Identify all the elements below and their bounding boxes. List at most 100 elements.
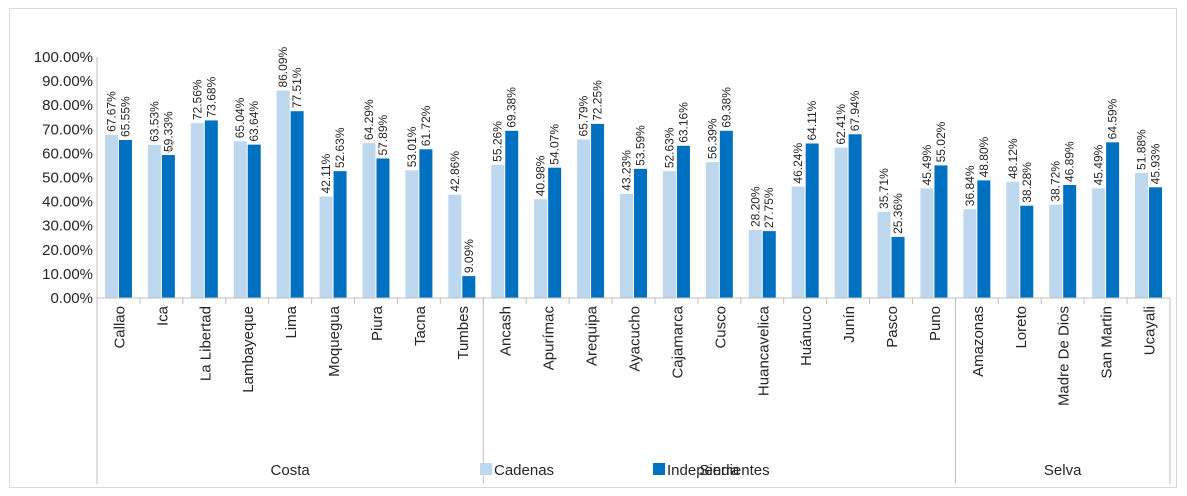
x-tick-label: Pasco: [884, 306, 901, 348]
data-label: 45.49%: [920, 144, 934, 185]
y-axis: 0.00% 10.00% 20.00% 30.00% 40.00% 50.00% 60.00…: [34, 49, 93, 307]
bar-cadenas: [1092, 188, 1106, 298]
x-axis: Callao Ica La Libertad Lambayeque Lima Moqueg…: [96, 57, 1171, 484]
bar-cadenas: [448, 194, 462, 298]
data-label: 72.25%: [591, 80, 605, 121]
x-tick-label: La Libertad: [197, 306, 214, 381]
data-label: 36.84%: [963, 165, 977, 206]
data-label: 67.94%: [848, 90, 862, 131]
bar-cadenas: [534, 199, 548, 298]
bar-independientes: [719, 130, 733, 298]
data-label: 69.38%: [505, 87, 519, 128]
y-tick-label: 0.00%: [50, 290, 93, 307]
data-label: 56.39%: [705, 118, 719, 159]
x-tick-label: Ayacucho: [627, 306, 644, 372]
x-tick-label: Piura: [369, 305, 386, 341]
data-label: 55.02%: [934, 121, 948, 162]
group-label: Sierra: [699, 462, 740, 479]
data-label: 25.36%: [891, 193, 905, 234]
data-label: 52.63%: [662, 127, 676, 168]
x-tick-label: Ucayali: [1142, 306, 1159, 355]
x-tick-label: Ancash: [498, 306, 515, 356]
y-tick-label: 70.00%: [42, 121, 93, 138]
chart-frame: 0.00% 10.00% 20.00% 30.00% 40.00% 50.00% 60.00…: [9, 8, 1177, 488]
data-label: 62.41%: [834, 104, 848, 145]
data-label: 64.11%: [805, 100, 819, 140]
data-label: 40.98%: [534, 155, 548, 196]
x-tick-label: Ica: [154, 305, 171, 326]
legend: Cadenas Independientes: [480, 462, 770, 479]
bar-independientes: [462, 276, 476, 298]
bar-independientes: [805, 143, 819, 298]
y-tick-label: 40.00%: [42, 194, 93, 211]
data-label: 48.12%: [1006, 138, 1020, 179]
data-labels: 67.67% 63.53% 72.56% 65.04% 86.09% 42.11% 64.2…: [104, 46, 1162, 273]
x-tick-label: Moquegua: [326, 305, 343, 377]
data-label: 73.68%: [204, 76, 218, 117]
bar-independientes: [247, 144, 261, 298]
bar-cadenas: [319, 196, 333, 298]
group-label: Selva: [1044, 462, 1082, 479]
bar-cadenas: [662, 171, 676, 298]
bar-cadenas: [491, 164, 505, 298]
bar-independientes: [977, 180, 991, 298]
bar-cadenas: [1049, 204, 1063, 298]
data-label: 69.38%: [719, 87, 733, 128]
data-label: 55.26%: [491, 121, 505, 162]
bar-cadenas: [147, 144, 161, 298]
group-label: Costa: [271, 462, 311, 479]
data-label: 48.80%: [977, 136, 991, 177]
data-label: 64.59%: [1106, 98, 1120, 139]
x-tick-label: Cusco: [712, 306, 729, 349]
bar-cadenas: [276, 90, 290, 298]
bar-cadenas: [362, 143, 376, 298]
bar-cadenas: [190, 123, 204, 298]
y-tick-label: 80.00%: [42, 97, 93, 114]
legend-label: Independientes: [667, 462, 770, 479]
data-label: 46.24%: [791, 143, 805, 184]
x-tick-label: Huánuco: [798, 306, 815, 366]
data-label: 65.04%: [233, 97, 247, 138]
bar-independientes: [1106, 142, 1120, 298]
x-tick-label: Puno: [927, 306, 944, 341]
x-tick-label: Callao: [111, 306, 128, 349]
x-tick-label: Huancavelica: [755, 305, 772, 396]
data-label: 54.07%: [548, 124, 562, 165]
x-tick-label: Arequipa: [584, 305, 601, 366]
bar-independientes: [1063, 184, 1077, 298]
bar-cadenas: [920, 188, 934, 298]
data-label: 27.75%: [762, 187, 776, 228]
bars: [104, 90, 1163, 298]
y-tick-label: 100.00%: [34, 49, 93, 66]
bar-independientes: [333, 171, 347, 298]
bar-independientes: [419, 149, 433, 298]
bar-independientes: [376, 158, 390, 298]
data-label: 42.11%: [319, 153, 333, 193]
data-label: 72.56%: [190, 79, 204, 120]
bar-independientes: [290, 111, 304, 298]
data-label: 38.28%: [1020, 162, 1034, 203]
legend-swatch-independientes: [653, 463, 665, 475]
bar-independientes: [161, 155, 175, 298]
bar-cadenas: [1006, 182, 1020, 298]
y-tick-label: 10.00%: [42, 266, 93, 283]
data-label: 77.51%: [290, 67, 304, 108]
data-label: 51.88%: [1135, 129, 1149, 170]
data-label: 9.09%: [462, 239, 476, 273]
bar-chart: 0.00% 10.00% 20.00% 30.00% 40.00% 50.00% 60.00…: [34, 46, 1171, 484]
bar-cadenas: [577, 139, 591, 298]
y-tick-label: 60.00%: [42, 145, 93, 162]
x-tick-label: Apurímac: [541, 306, 558, 371]
bar-cadenas: [620, 193, 633, 298]
bar-independientes: [634, 168, 647, 298]
data-label: 57.89%: [376, 114, 390, 155]
legend-label: Cadenas: [494, 462, 554, 479]
legend-swatch-cadenas: [480, 463, 492, 475]
data-label: 53.01%: [405, 126, 419, 167]
data-label: 67.67%: [104, 91, 118, 132]
x-tick-label: Lambayeque: [240, 306, 257, 393]
data-label: 63.64%: [247, 101, 261, 142]
data-label: 86.09%: [276, 46, 290, 87]
bar-independientes: [934, 165, 948, 298]
data-label: 64.29%: [362, 99, 376, 140]
